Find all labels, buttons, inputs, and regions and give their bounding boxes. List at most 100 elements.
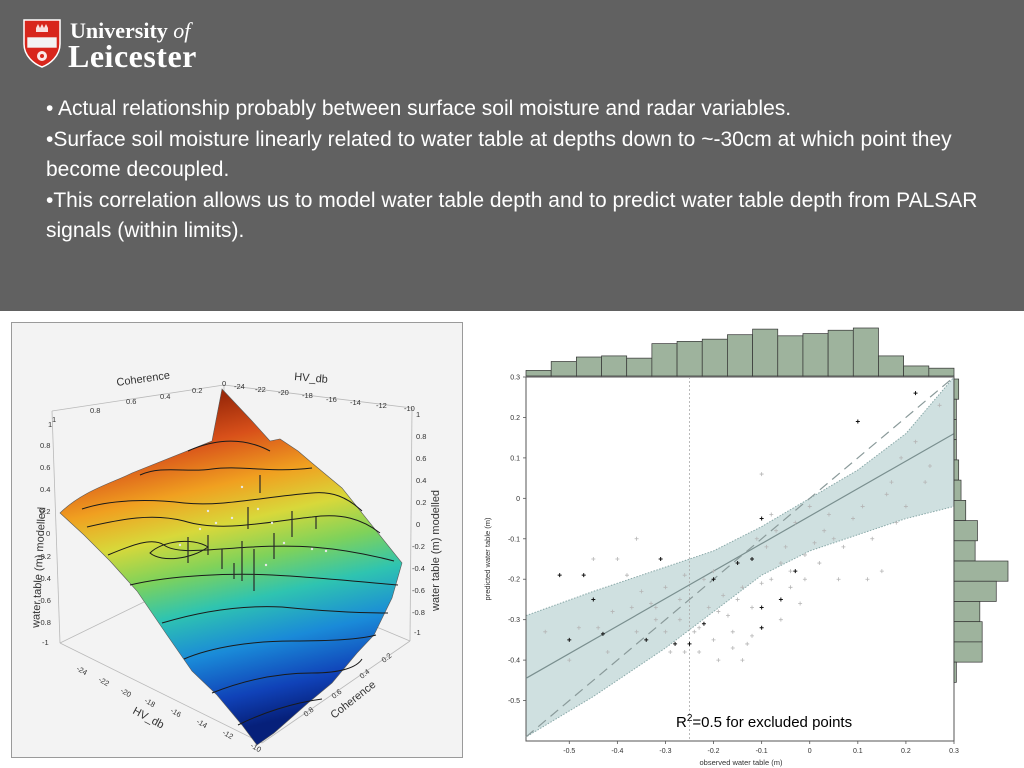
right-z-tick: 0.2 bbox=[416, 498, 426, 507]
right-histogram-bar bbox=[953, 580, 997, 602]
data-point bbox=[937, 403, 942, 408]
x-tick-label: -0.3 bbox=[659, 748, 671, 755]
right-histogram-bar bbox=[953, 459, 960, 481]
right-z-tick: 0.6 bbox=[416, 454, 426, 463]
highlighted-point bbox=[735, 561, 740, 566]
right-z-label: water table (m) modelled bbox=[430, 490, 442, 612]
right-z-tick: 0.8 bbox=[416, 432, 426, 441]
right-histogram-bar bbox=[953, 500, 967, 521]
top-histogram-bar bbox=[676, 341, 703, 377]
front-coherence-tick: 0.2 bbox=[380, 651, 394, 665]
x-tick-label: 0.1 bbox=[853, 748, 863, 755]
data-point bbox=[750, 633, 755, 638]
data-point bbox=[759, 581, 764, 586]
observation-points bbox=[178, 485, 328, 567]
left-z-tick: -0.4 bbox=[38, 574, 51, 583]
data-point bbox=[730, 629, 735, 634]
right-histogram-bar bbox=[953, 439, 957, 461]
data-point bbox=[721, 593, 726, 598]
data-point bbox=[591, 557, 596, 561]
data-point bbox=[870, 536, 875, 541]
front-hv-label: HV_db bbox=[131, 705, 166, 731]
data-point bbox=[860, 504, 865, 509]
regression-line bbox=[525, 433, 955, 679]
data-point bbox=[725, 613, 730, 618]
left-z-tick: 0.6 bbox=[40, 463, 50, 472]
highlighted-point bbox=[567, 637, 572, 642]
front-hv-tick: -14 bbox=[195, 717, 209, 730]
right-histogram-bar bbox=[953, 378, 960, 400]
back-coherence-axis: Coherence 1 0.8 0.6 0.4 0.2 0 bbox=[52, 370, 226, 424]
data-point bbox=[668, 650, 673, 655]
highlighted-point bbox=[581, 573, 586, 578]
top-histogram-bar bbox=[701, 338, 728, 377]
back-coherence-label: Coherence bbox=[116, 370, 171, 389]
highlighted-point bbox=[711, 577, 716, 582]
data-point bbox=[903, 504, 908, 509]
back-coherence-tick: 0 bbox=[222, 379, 226, 388]
right-histogram-bar bbox=[953, 560, 1009, 582]
y-tick-label: 0 bbox=[516, 496, 520, 503]
data-point bbox=[884, 492, 889, 497]
data-point bbox=[769, 577, 774, 582]
bullet-item: •Surface soil moisture linearly related … bbox=[46, 127, 952, 182]
right-histogram-bar bbox=[953, 419, 957, 441]
left-z-tick: 0.4 bbox=[40, 485, 50, 494]
highlighted-point bbox=[913, 391, 918, 396]
data-point bbox=[634, 536, 639, 541]
y-tick-label: -0.1 bbox=[508, 536, 520, 543]
x-axis-label: observed water table (m) bbox=[700, 758, 783, 767]
highlighted-point bbox=[759, 625, 764, 630]
data-point bbox=[889, 480, 894, 485]
highlighted-point bbox=[759, 516, 764, 521]
data-point bbox=[879, 569, 884, 574]
top-histogram-bar bbox=[626, 357, 653, 377]
data-point bbox=[716, 609, 721, 614]
data-point bbox=[817, 561, 822, 566]
highlighted-point bbox=[793, 569, 798, 574]
data-point bbox=[826, 512, 831, 517]
front-hv-tick: -10 bbox=[249, 741, 263, 754]
back-hv-tick: -24 bbox=[234, 382, 245, 391]
highlighted-point bbox=[591, 597, 596, 602]
left-z-tick: 0.8 bbox=[40, 441, 50, 450]
data-point bbox=[576, 625, 581, 630]
front-hv-tick: -12 bbox=[221, 728, 235, 741]
back-hv-tick: -16 bbox=[326, 395, 337, 404]
logo-leicester-word: Leicester bbox=[68, 38, 197, 74]
data-point bbox=[778, 561, 783, 566]
data-point bbox=[851, 516, 856, 521]
x-tick-label: -0.5 bbox=[563, 748, 575, 755]
right-histogram-bar bbox=[953, 520, 978, 542]
right-z-tick: 0 bbox=[416, 520, 420, 529]
right-histogram-bar bbox=[953, 641, 983, 663]
slide-header: University of Leicester • Actual relatio… bbox=[0, 0, 1024, 311]
right-histogram-bar bbox=[953, 621, 983, 643]
right-z-tick: 1 bbox=[416, 410, 420, 419]
top-histogram-bar bbox=[852, 327, 879, 377]
crest-icon bbox=[23, 19, 61, 68]
y-axis-label: predicted water table (m) bbox=[483, 517, 492, 600]
right-z-tick: -1 bbox=[414, 628, 421, 637]
logo-university-word: University of bbox=[70, 18, 191, 43]
data-point bbox=[711, 637, 716, 642]
data-point bbox=[745, 641, 750, 646]
data-point bbox=[778, 617, 783, 622]
right-histogram-bar bbox=[953, 661, 957, 683]
back-hv-label: HV_db bbox=[294, 371, 329, 386]
left-z-tick: 1 bbox=[48, 420, 52, 429]
right-histogram-bar bbox=[953, 540, 976, 562]
top-histogram-bar bbox=[928, 367, 955, 377]
data-point bbox=[706, 605, 711, 610]
highlighted-point bbox=[600, 631, 605, 636]
right-histogram-bar bbox=[953, 479, 962, 501]
data-point bbox=[634, 629, 639, 634]
highlighted-point bbox=[750, 557, 755, 561]
data-point bbox=[822, 528, 827, 533]
data-point bbox=[610, 609, 615, 614]
bullet-item: • Actual relationship probably between s… bbox=[46, 97, 792, 120]
data-point bbox=[793, 520, 798, 525]
front-hv-tick: -16 bbox=[169, 706, 183, 719]
right-z-tick: -0.2 bbox=[412, 542, 425, 551]
data-point bbox=[730, 645, 735, 650]
